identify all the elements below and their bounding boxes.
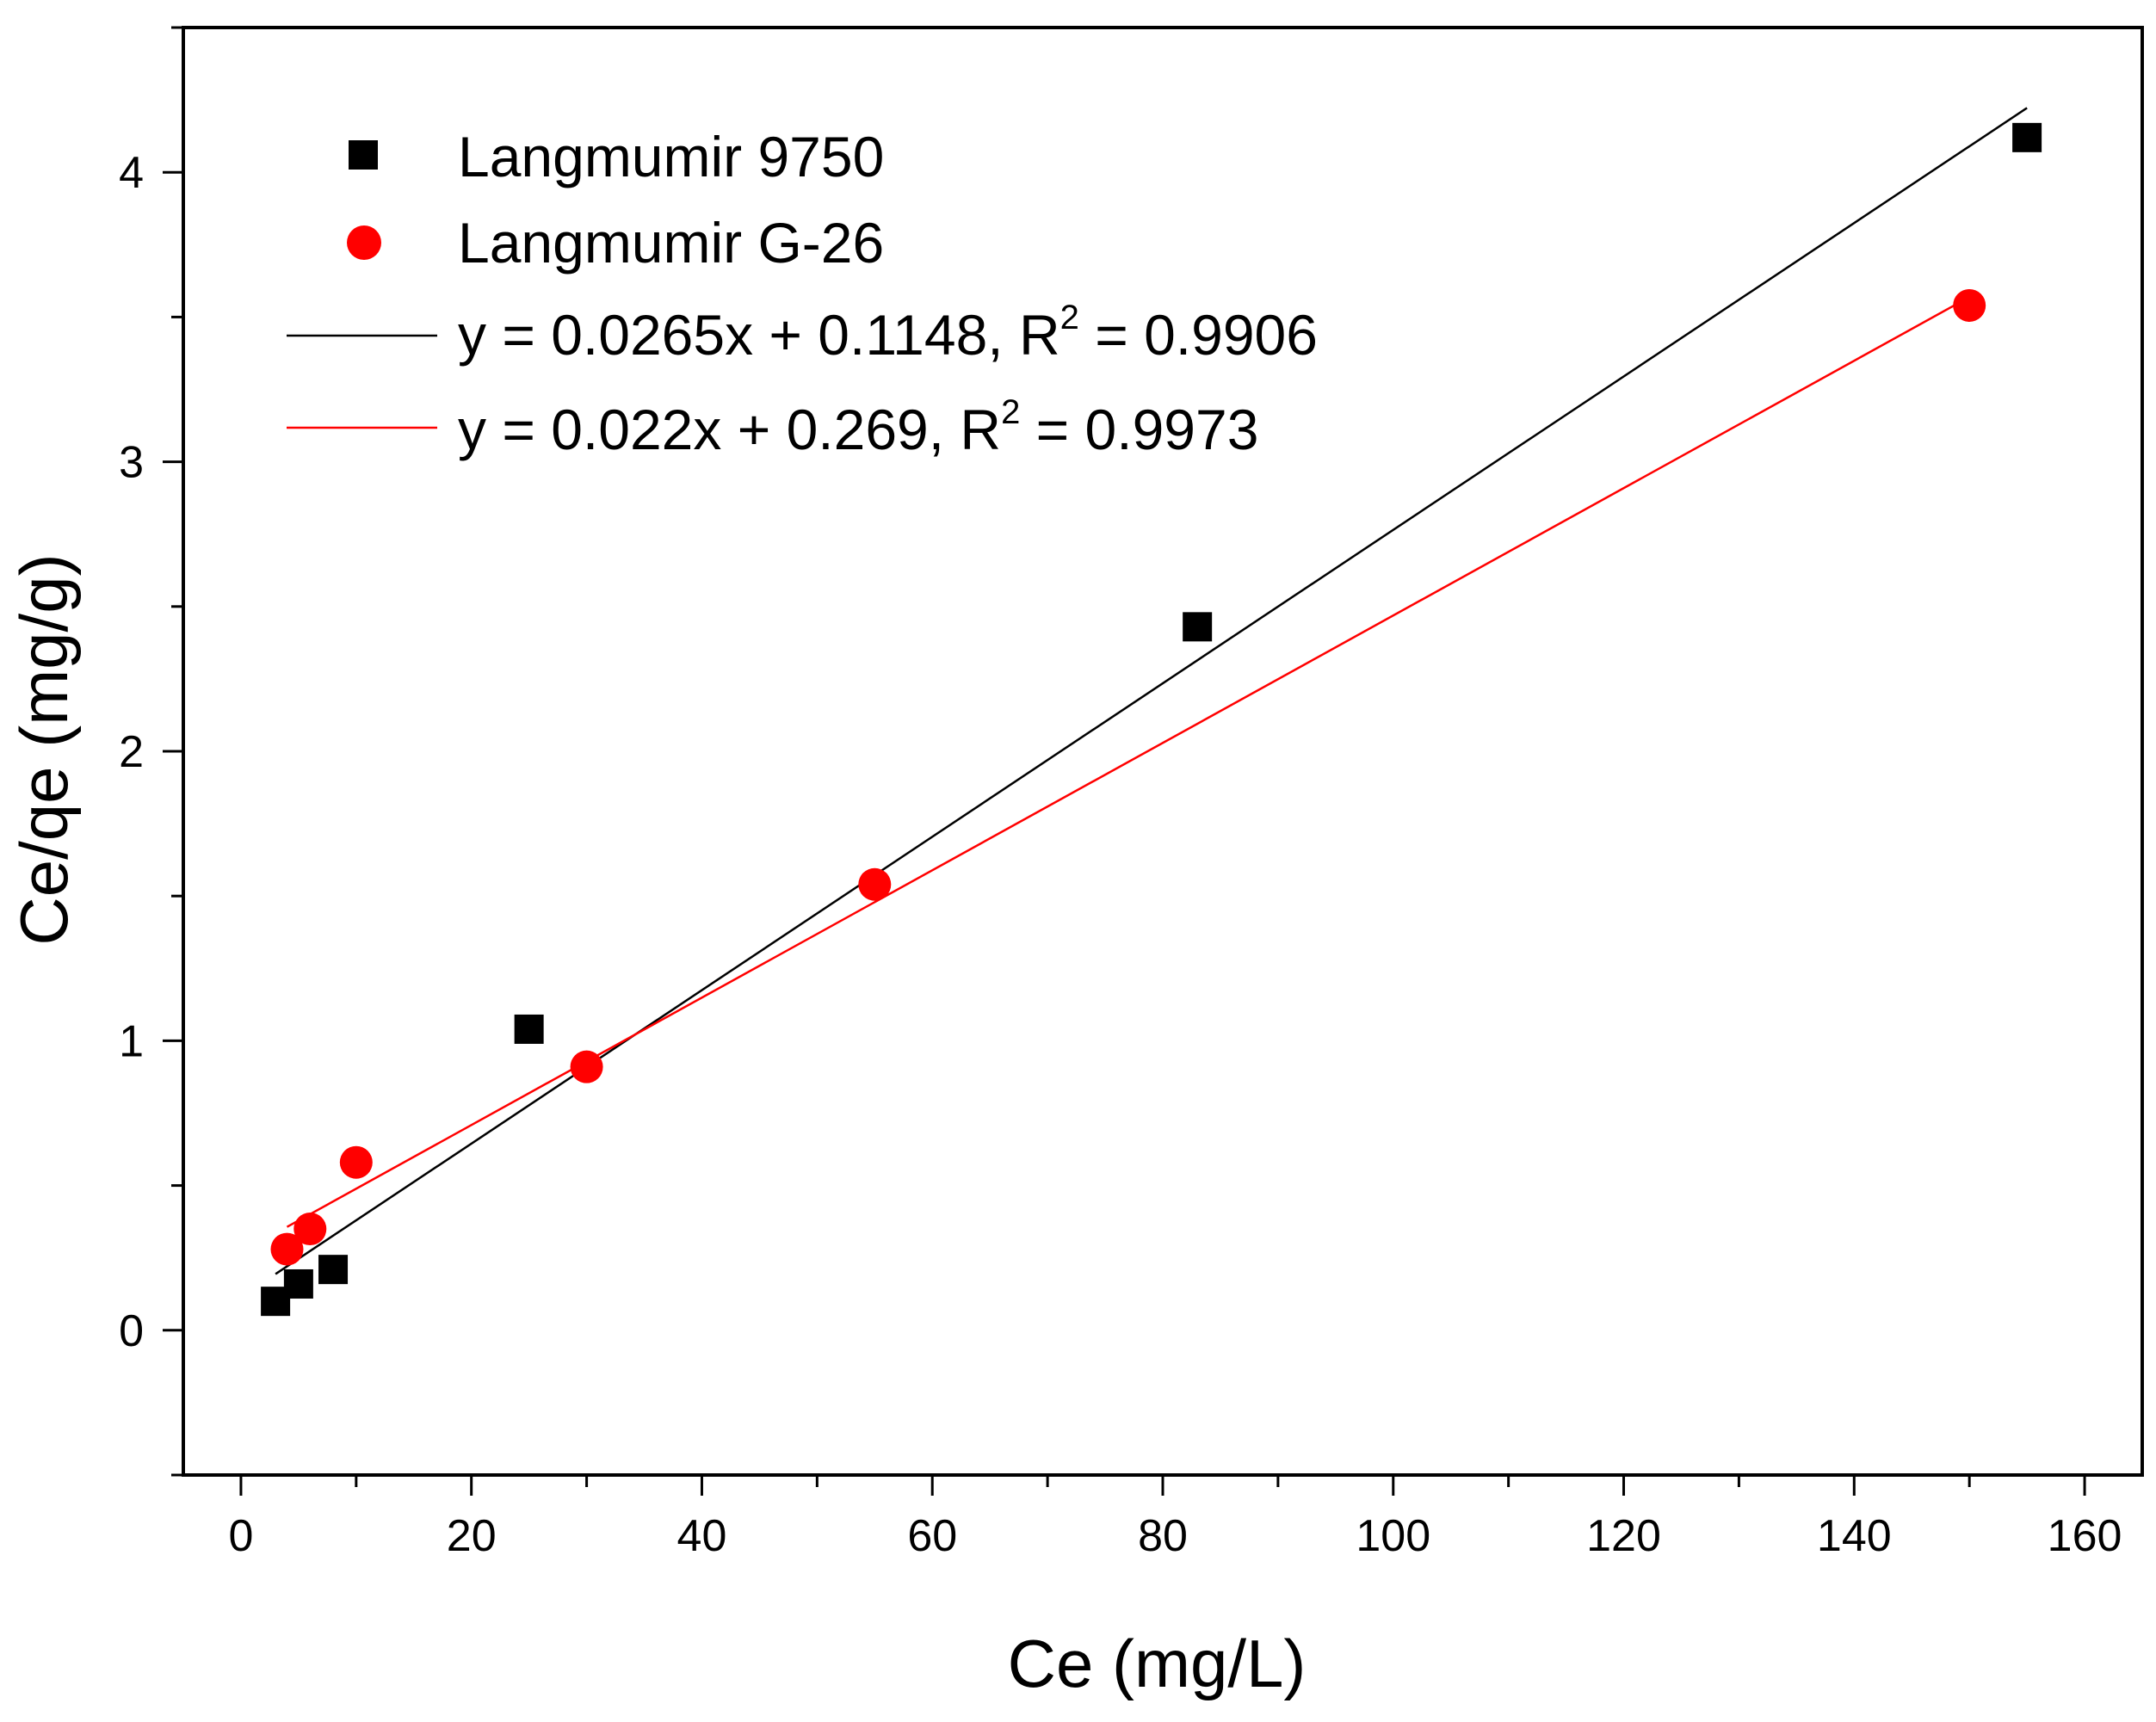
fit-2-r2-value: = 0.9973	[1020, 398, 1258, 461]
data-point-series-1	[318, 1255, 349, 1285]
data-point-series-2	[339, 1145, 373, 1179]
x-tick-label: 0	[228, 1511, 253, 1561]
fit-1-r2-value: = 0.9906	[1079, 303, 1318, 367]
data-point-series-2	[570, 1050, 603, 1083]
legend: Langmumir 9750 Langmumir G-26 y = 0.0265…	[287, 125, 1318, 461]
x-tick-label: 60	[907, 1511, 957, 1561]
legend-label-fit-2: y = 0.022x + 0.269, R2 = 0.9973	[458, 393, 1258, 461]
fit-1-superscript: 2	[1060, 299, 1079, 336]
y-tick-label: 1	[119, 1016, 144, 1066]
fit-line-1	[275, 107, 2028, 1275]
data-point-series-2	[293, 1213, 327, 1246]
legend-marker-series-1	[349, 140, 378, 170]
legend-label-fit-1: y = 0.0265x + 0.1148, R2 = 0.9906	[458, 299, 1318, 367]
y-axis-title: Ce/qe (mg/g)	[6, 553, 82, 945]
fit-2-superscript: 2	[1001, 393, 1020, 431]
y-axis-ticks: 0 1 2 3 4	[119, 26, 183, 1477]
y-tick-label: 3	[119, 438, 144, 488]
data-point-series-1	[283, 1268, 313, 1299]
data-point-series-2	[270, 1232, 304, 1266]
legend-marker-series-2	[347, 225, 381, 260]
x-axis-title: Ce (mg/L)	[1008, 1626, 1307, 1701]
x-tick-label: 120	[1586, 1511, 1661, 1561]
y-tick-label: 0	[119, 1306, 144, 1356]
data-point-series-2	[858, 867, 892, 901]
x-tick-label: 100	[1356, 1511, 1430, 1561]
x-tick-label: 140	[1817, 1511, 1892, 1561]
x-tick-label: 40	[677, 1511, 727, 1561]
fit-line-2	[286, 296, 1970, 1228]
x-tick-label: 80	[1138, 1511, 1188, 1561]
fit-lines	[275, 107, 2028, 1275]
data-markers	[261, 122, 2042, 1317]
x-tick-label: 20	[447, 1511, 497, 1561]
fit-2-equation: y = 0.022x + 0.269, R	[458, 398, 1001, 461]
x-tick-label: 160	[2048, 1511, 2122, 1561]
y-tick-label: 2	[119, 727, 144, 777]
data-point-series-1	[1183, 612, 1213, 642]
data-point-series-1	[514, 1014, 544, 1044]
legend-label-series-1: Langmumir 9750	[458, 125, 884, 188]
legend-label-series-2: Langmumir G-26	[458, 211, 884, 275]
fit-1-equation: y = 0.0265x + 0.1148, R	[458, 303, 1060, 367]
y-tick-label: 4	[119, 148, 144, 198]
x-axis-ticks: 0 20 40 60 80 100 120 140 160	[228, 1475, 2122, 1561]
data-point-series-1	[2012, 122, 2042, 152]
data-point-series-2	[1953, 288, 1986, 322]
